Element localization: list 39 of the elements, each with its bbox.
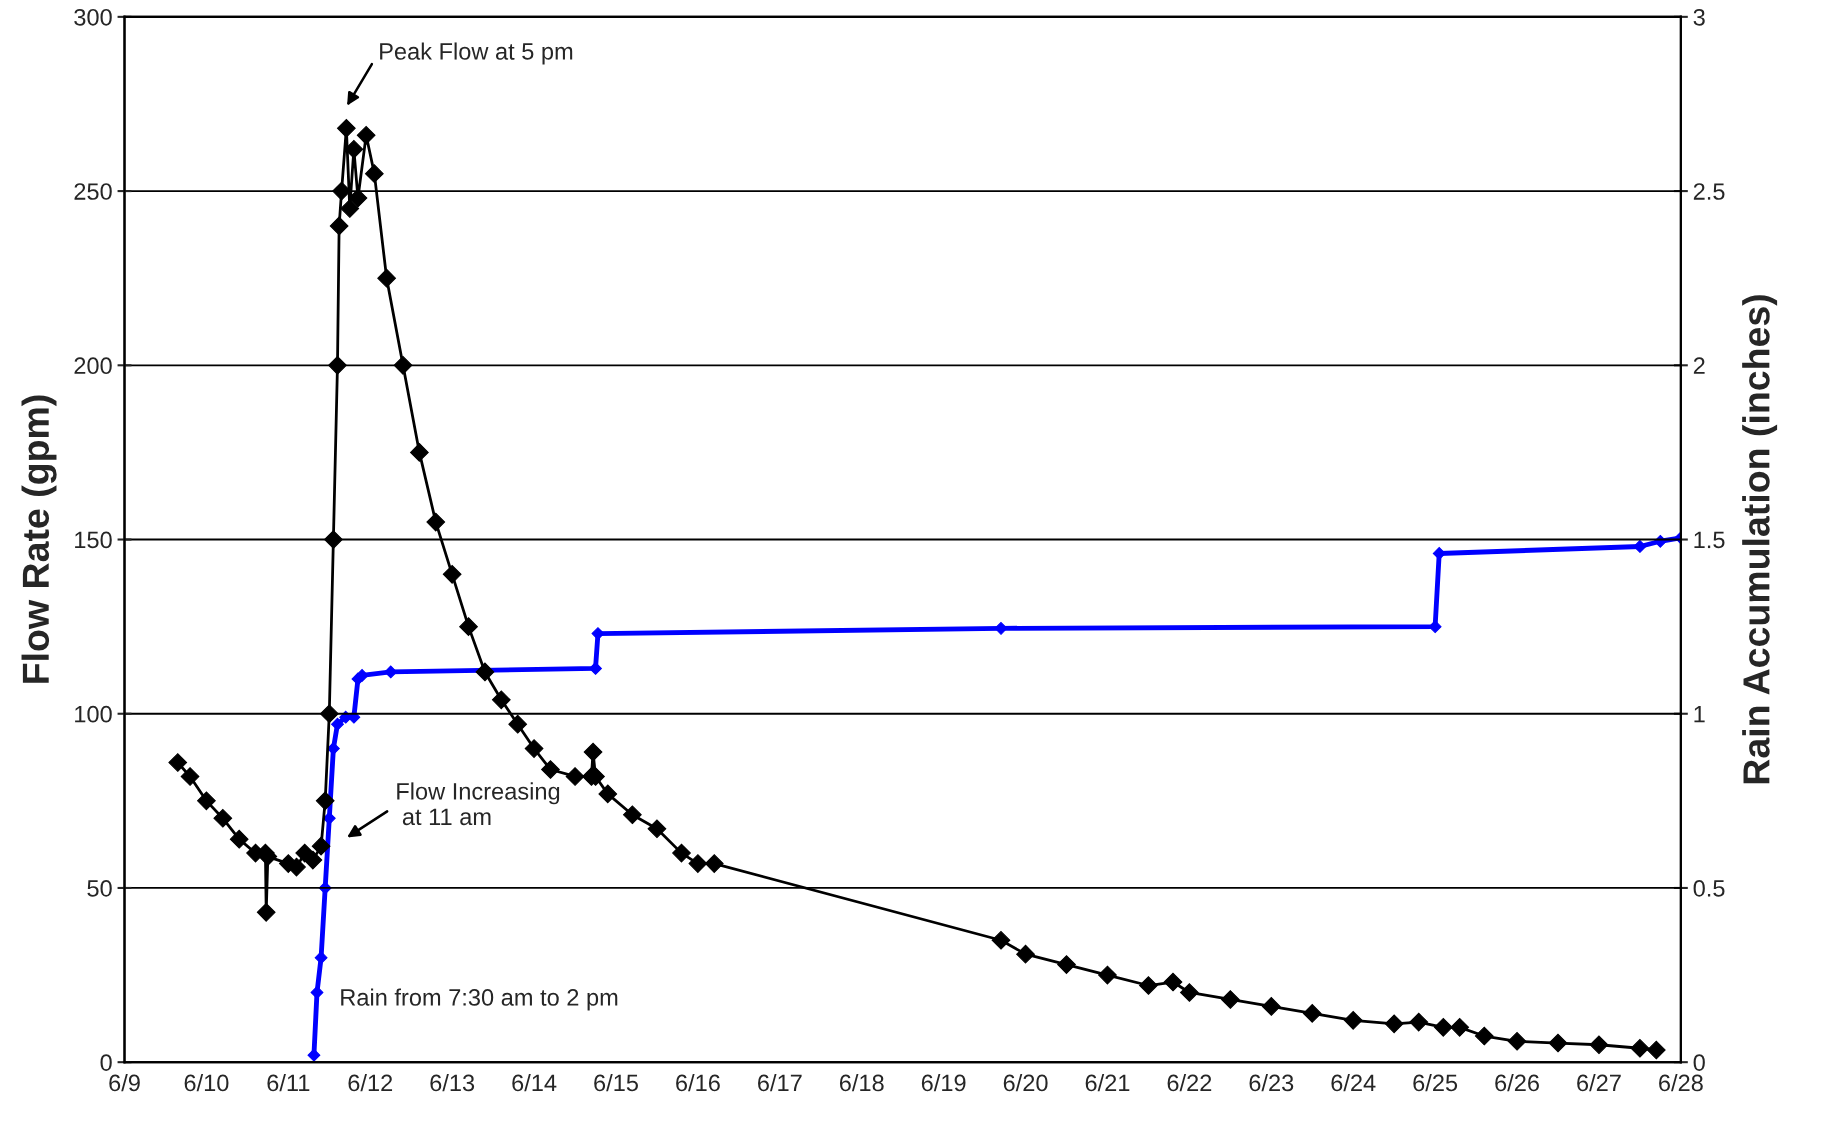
y2-tick-label: 0 — [1693, 1054, 1705, 1071]
x-tick-label: 6/9 — [109, 1073, 140, 1092]
x-tick-label: 6/18 — [839, 1073, 884, 1092]
y2-tick-label: 1.5 — [1694, 531, 1725, 549]
x-tick-label: 6/10 — [184, 1073, 229, 1092]
y-tick-label: 200 — [74, 357, 112, 375]
annotation: Rain from 7:30 am to 2 pm — [341, 988, 618, 1011]
y-tick-label: 0 — [100, 1054, 112, 1071]
y-tick-label: 150 — [75, 531, 112, 549]
x-tick-label: 6/28 — [1659, 1073, 1703, 1092]
y2-tick-label: 0.5 — [1693, 880, 1725, 897]
y2-axis-title: Rain Accumulation (inches) — [1742, 295, 1778, 784]
y-tick-label: 250 — [74, 183, 112, 200]
x-tick-label: 6/22 — [1167, 1073, 1212, 1092]
y-axis-title: Flow Rate (gpm) — [21, 395, 57, 683]
x-tick-label: 6/20 — [1003, 1073, 1048, 1092]
x-tick-label: 6/24 — [1331, 1073, 1376, 1092]
x-tick-label: 6/16 — [676, 1073, 720, 1092]
y2-tick-label: 1 — [1694, 706, 1705, 723]
annotation: Peak Flow at 5 pm — [380, 42, 573, 65]
annotation: Flow Increasing at 11 am — [397, 782, 560, 826]
x-tick-label: 6/27 — [1577, 1073, 1621, 1092]
x-tick-label: 6/15 — [594, 1073, 638, 1092]
y-tick-label: 300 — [74, 8, 112, 26]
x-tick-label: 6/21 — [1085, 1073, 1130, 1092]
x-tick-label: 6/12 — [348, 1073, 393, 1092]
y-tick-label: 50 — [87, 880, 112, 897]
x-tick-label: 6/14 — [512, 1073, 557, 1092]
y2-tick-label: 3 — [1693, 8, 1705, 26]
x-tick-label: 6/11 — [267, 1073, 310, 1092]
x-tick-label: 6/23 — [1249, 1073, 1294, 1092]
y-tick-label: 100 — [75, 705, 112, 723]
x-tick-label: 6/25 — [1413, 1073, 1458, 1092]
x-tick-label: 6/13 — [430, 1073, 475, 1092]
x-tick-label: 6/17 — [758, 1073, 802, 1092]
x-tick-label: 6/26 — [1495, 1073, 1539, 1092]
x-tick-label: 6/19 — [921, 1073, 966, 1092]
y2-tick-label: 2.5 — [1693, 183, 1725, 200]
y2-tick-label: 2 — [1693, 357, 1705, 374]
